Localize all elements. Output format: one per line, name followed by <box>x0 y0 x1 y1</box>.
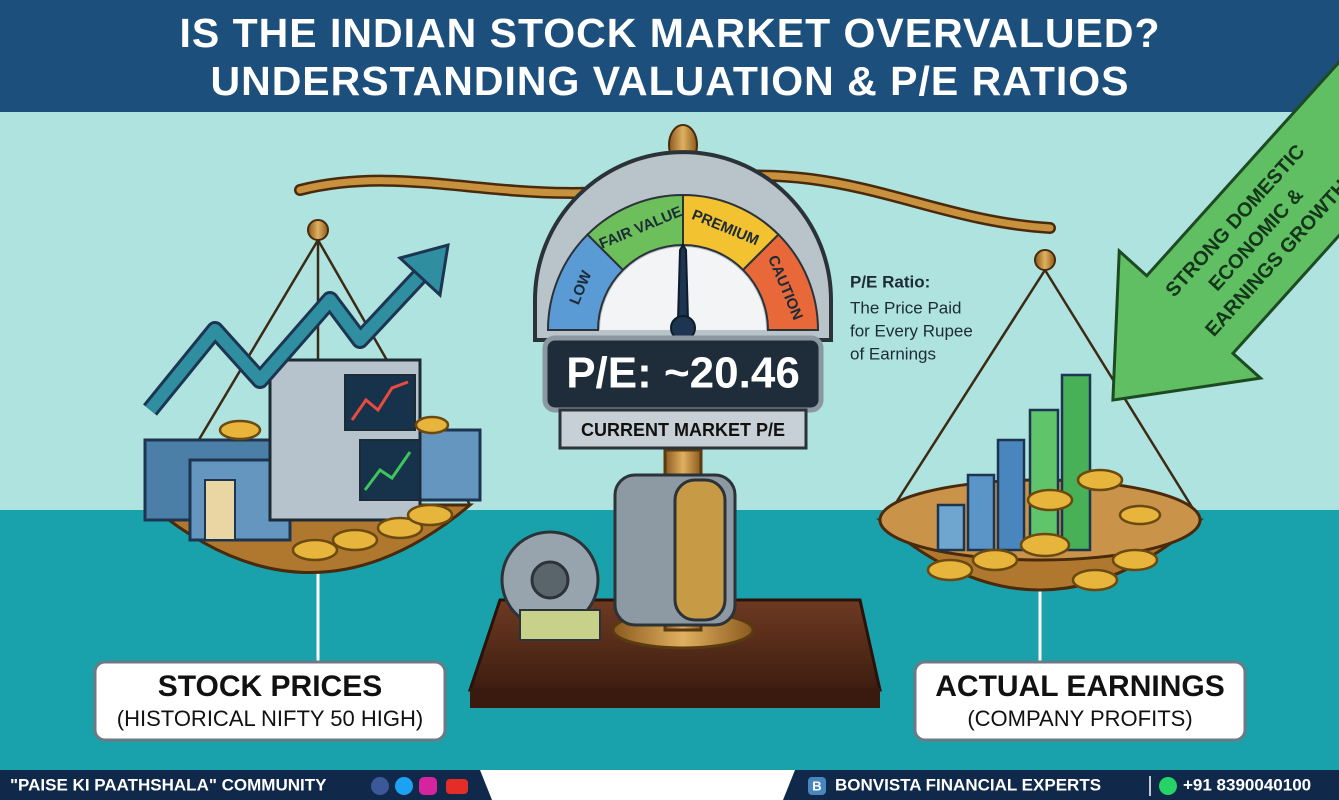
base-edge <box>470 688 880 708</box>
growth-arrow: STRONG DOMESTIC ECONOMIC & EARNINGS GROW… <box>1111 58 1339 402</box>
right-label-subtitle: (COMPANY PROFITS) <box>967 706 1192 731</box>
youtube-icon[interactable] <box>446 779 468 794</box>
facebook-icon[interactable] <box>371 777 389 795</box>
pe-caption-plate <box>558 408 808 450</box>
annotation-line: The Price Paid <box>850 298 962 317</box>
left-hook <box>307 219 329 241</box>
left-label-subtitle: (HISTORICAL NIFTY 50 HIGH) <box>117 706 423 731</box>
right-label-box <box>913 660 1247 742</box>
right-coins <box>926 468 1162 592</box>
annotation-line: of Earnings <box>850 344 936 363</box>
pe-caption: CURRENT MARKET P/E <box>581 420 785 440</box>
gear-hub <box>530 560 570 600</box>
gauge-needle <box>676 243 690 321</box>
left-label-title: STOCK PRICES <box>158 670 383 703</box>
building <box>268 358 422 522</box>
ruler <box>519 609 601 641</box>
left-coins <box>218 415 454 562</box>
pe-reading: P/E: ~20.46 <box>566 349 800 398</box>
header-title: IS THE INDIAN STOCK MARKET OVERVALUED? <box>179 10 1160 56</box>
right-label-title: ACTUAL EARNINGS <box>935 670 1224 703</box>
header-subtitle: UNDERSTANDING VALUATION & P/E RATIOS <box>210 58 1129 104</box>
gauge-zone <box>741 233 820 331</box>
mechanism-plate <box>673 478 727 622</box>
trend-arrow <box>145 260 435 414</box>
whatsapp-icon[interactable] <box>1159 777 1177 795</box>
annotation-line: for Every Rupee <box>850 321 973 340</box>
earnings-bars <box>936 373 1092 552</box>
brand-icon <box>808 777 826 795</box>
annotation-title: P/E Ratio: <box>850 272 930 291</box>
growth-arrow-shape <box>1111 58 1339 402</box>
trend-arrow-head <box>396 242 450 299</box>
footer-left-band <box>0 770 492 800</box>
footer-phone[interactable]: +91 8390040100 <box>1183 775 1311 794</box>
footer-community: "PAISE KI PAATHSHALA" COMMUNITY <box>10 775 327 794</box>
footer-right-band <box>783 770 1339 800</box>
right-hook <box>1034 249 1056 271</box>
twitter-icon[interactable] <box>395 777 413 795</box>
left-label-box <box>93 660 447 742</box>
header-band <box>0 0 1339 112</box>
footer-brand: BONVISTA FINANCIAL EXPERTS <box>835 775 1101 794</box>
brand-icon-letter: B <box>812 778 821 793</box>
instagram-icon[interactable] <box>419 777 437 795</box>
